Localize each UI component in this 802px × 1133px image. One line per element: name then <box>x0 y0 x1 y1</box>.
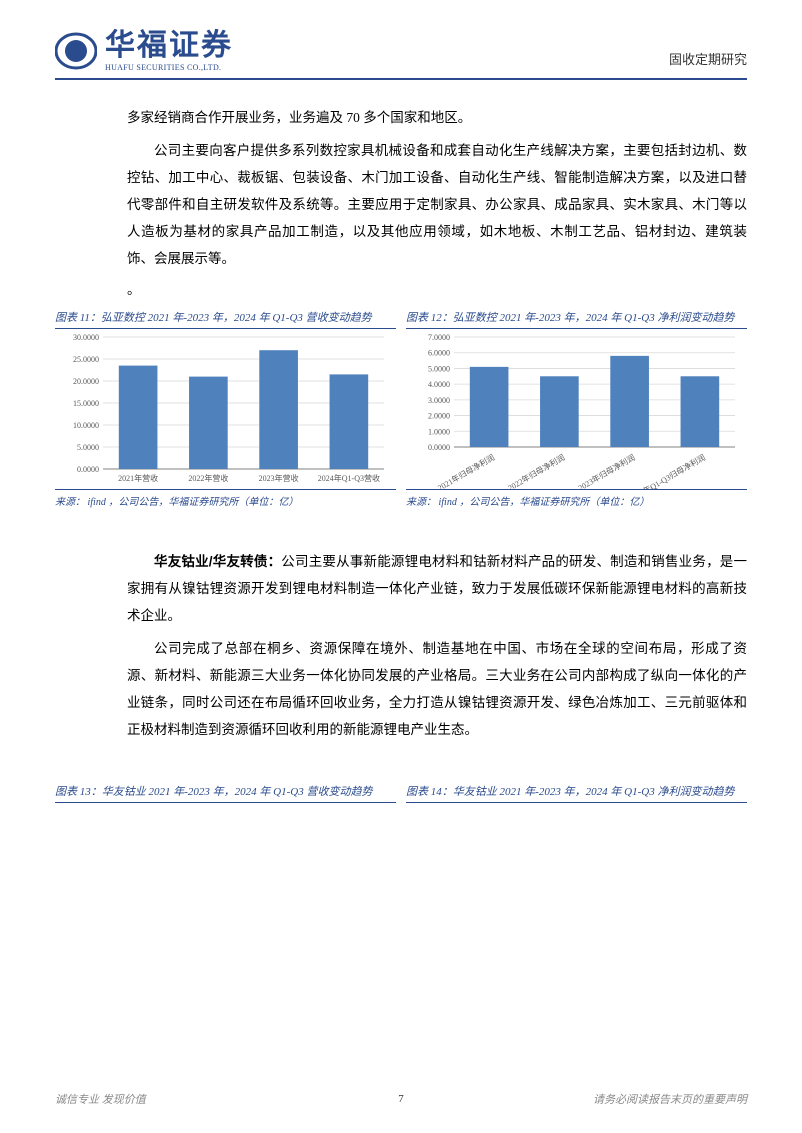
svg-text:2024年Q1-Q3营收: 2024年Q1-Q3营收 <box>318 473 380 483</box>
page-header: 华福证券 HUAFU SECURITIES CO.,LTD. 固收定期研究 <box>55 30 747 80</box>
svg-text:2022年营收: 2022年营收 <box>188 473 228 483</box>
svg-text:2022年归母净利润: 2022年归母净利润 <box>506 452 566 489</box>
chart-11-svg-container: 0.0000 5.0000 10.0000 15.0000 20.0000 25.0000… <box>55 329 396 489</box>
svg-text:30.0000: 30.0000 <box>73 333 99 342</box>
paragraph-4: 公司完成了总部在桐乡、资源保障在境外、制造基地在中国、市场在全球的空间布局，形成… <box>127 635 747 743</box>
svg-text:25.0000: 25.0000 <box>73 355 99 364</box>
paragraph-1: 多家经销商合作开展业务，业务遍及 70 多个国家和地区。 <box>127 104 747 131</box>
charts-row-11-12: 图表 11：弘亚数控 2021 年-2023 年，2024 年 Q1-Q3 营收… <box>55 309 747 508</box>
svg-text:10.0000: 10.0000 <box>73 421 99 430</box>
svg-text:0.0000: 0.0000 <box>428 443 450 452</box>
chart-12-source: 来源： ifind ，公司公告，华福证券研究所（单位：亿） <box>406 489 747 508</box>
svg-text:2021年归母净利润: 2021年归母净利润 <box>436 452 496 489</box>
chart-11-block: 图表 11：弘亚数控 2021 年-2023 年，2024 年 Q1-Q3 营收… <box>55 309 396 508</box>
footer-right: 请务必阅读报告末页的重要声明 <box>593 1091 747 1107</box>
logo-main-text: 华福证券 <box>105 31 233 61</box>
svg-text:0.0000: 0.0000 <box>77 465 99 474</box>
chart-11-title: 图表 11：弘亚数控 2021 年-2023 年，2024 年 Q1-Q3 营收… <box>55 309 396 329</box>
svg-text:2024年Q1-Q3归母净利润: 2024年Q1-Q3归母净利润 <box>627 452 707 489</box>
chart-11-source: 来源： ifind ，公司公告，华福证券研究所（单位：亿） <box>55 489 396 508</box>
svg-text:2023年归母净利润: 2023年归母净利润 <box>576 452 636 489</box>
logo-sub-text: HUAFU SECURITIES CO.,LTD. <box>105 63 233 72</box>
paragraph-3-bold: 华友钴业/华友转债： <box>154 554 281 569</box>
chart-12-title: 图表 12：弘亚数控 2021 年-2023 年，2024 年 Q1-Q3 净利… <box>406 309 747 329</box>
svg-text:2.0000: 2.0000 <box>428 412 450 421</box>
logo-block: 华福证券 HUAFU SECURITIES CO.,LTD. <box>55 30 233 72</box>
chart-13-title: 图表 13：华友钴业 2021 年-2023 年，2024 年 Q1-Q3 营收… <box>55 783 396 803</box>
svg-text:5.0000: 5.0000 <box>77 443 99 452</box>
svg-text:4.0000: 4.0000 <box>428 380 450 389</box>
chart-12-block: 图表 12：弘亚数控 2021 年-2023 年，2024 年 Q1-Q3 净利… <box>406 309 747 508</box>
svg-text:1.0000: 1.0000 <box>428 427 450 436</box>
paragraph-2: 公司主要向客户提供多系列数控家具机械设备和成套自动化生产线解决方案，主要包括封边… <box>127 137 747 272</box>
chart-12-svg-container: 0.0000 1.0000 2.0000 3.0000 4.0000 5.0000 6.00… <box>406 329 747 489</box>
chart-14-title: 图表 14：华友钴业 2021 年-2023 年，2024 年 Q1-Q3 净利… <box>406 783 747 803</box>
svg-text:2023年营收: 2023年营收 <box>259 473 299 483</box>
svg-text:7.0000: 7.0000 <box>428 333 450 342</box>
footer-page-number: 7 <box>398 1093 404 1105</box>
svg-text:5.0000: 5.0000 <box>428 364 450 373</box>
svg-text:2021年营收: 2021年营收 <box>118 473 158 483</box>
paragraph-2-tail: 。 <box>127 276 747 303</box>
logo-icon <box>55 30 97 72</box>
svg-text:15.0000: 15.0000 <box>73 399 99 408</box>
svg-text:20.0000: 20.0000 <box>73 377 99 386</box>
charts-row-13-14: 图表 13：华友钴业 2021 年-2023 年，2024 年 Q1-Q3 营收… <box>55 783 747 803</box>
chart-14-block: 图表 14：华友钴业 2021 年-2023 年，2024 年 Q1-Q3 净利… <box>406 783 747 803</box>
svg-text:6.0000: 6.0000 <box>428 349 450 358</box>
chart-13-block: 图表 13：华友钴业 2021 年-2023 年，2024 年 Q1-Q3 营收… <box>55 783 396 803</box>
paragraph-3: 华友钴业/华友转债：公司主要从事新能源锂电材料和钴新材料产品的研发、制造和销售业… <box>127 548 747 629</box>
page-footer: 诚信专业 发现价值 7 请务必阅读报告末页的重要声明 <box>55 1091 747 1107</box>
header-right-label: 固收定期研究 <box>669 49 747 72</box>
footer-left: 诚信专业 发现价值 <box>55 1091 146 1107</box>
svg-text:3.0000: 3.0000 <box>428 396 450 405</box>
